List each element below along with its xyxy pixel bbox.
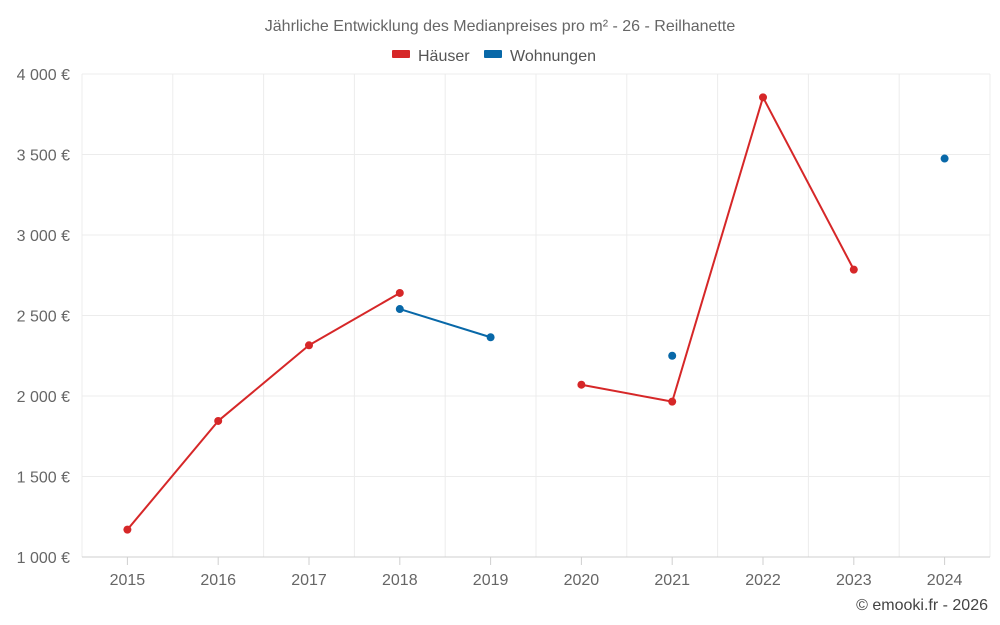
legend-label: Wohnungen bbox=[510, 48, 596, 65]
x-tick-label: 2024 bbox=[927, 572, 963, 589]
x-tick-label: 2021 bbox=[654, 572, 690, 589]
x-tick-label: 2019 bbox=[473, 572, 509, 589]
series-line-segment bbox=[217, 344, 310, 422]
legend-item[interactable]: Wohnungen bbox=[484, 48, 596, 65]
data-point[interactable] bbox=[305, 341, 313, 350]
legend-swatch bbox=[484, 50, 502, 58]
y-tick-label: 2 000 € bbox=[17, 389, 70, 406]
y-tick-label: 1 000 € bbox=[17, 550, 70, 567]
x-tick-label: 2018 bbox=[382, 572, 418, 589]
series-line-segment bbox=[126, 420, 219, 531]
data-point[interactable] bbox=[486, 333, 495, 342]
data-point[interactable] bbox=[123, 525, 132, 534]
y-tick-label: 2 500 € bbox=[17, 309, 70, 326]
series-line-segment bbox=[671, 97, 764, 402]
x-tick-label: 2016 bbox=[200, 572, 236, 589]
chart-title: Jährliche Entwicklung des Medianpreises … bbox=[265, 18, 736, 35]
credit-text: © emooki.fr - 2026 bbox=[856, 597, 988, 614]
data-point[interactable] bbox=[668, 351, 677, 360]
data-point[interactable] bbox=[849, 265, 858, 274]
series-line-segment bbox=[399, 308, 491, 339]
data-point[interactable] bbox=[577, 380, 586, 389]
y-tick-label: 3 000 € bbox=[17, 228, 70, 245]
x-tick-label: 2023 bbox=[836, 572, 872, 589]
x-tick-label: 2022 bbox=[745, 572, 781, 589]
series-layer bbox=[123, 93, 949, 534]
series-line-segment bbox=[308, 292, 401, 347]
series-wohnungen bbox=[395, 154, 949, 360]
data-point[interactable] bbox=[395, 288, 404, 297]
legend-swatch bbox=[392, 50, 410, 58]
x-tick-label: 2020 bbox=[564, 572, 600, 589]
series-line-segment bbox=[762, 96, 855, 271]
data-point[interactable] bbox=[395, 305, 404, 314]
data-point[interactable] bbox=[668, 397, 677, 406]
data-point[interactable] bbox=[759, 93, 767, 102]
series-haeuser bbox=[123, 93, 858, 534]
data-point[interactable] bbox=[214, 416, 223, 425]
x-axis-ticks: 2015 2016 2017 2018 2019 2020 2021 2022 2023 2024 bbox=[110, 572, 963, 589]
legend-label: Häuser bbox=[418, 48, 470, 65]
grid bbox=[81, 73, 991, 557]
series-line-segment bbox=[581, 383, 673, 403]
y-tick-label: 4 000 € bbox=[17, 67, 70, 84]
axes bbox=[82, 556, 990, 565]
x-tick-label: 2017 bbox=[291, 572, 327, 589]
legend-item[interactable]: Häuser bbox=[392, 48, 470, 65]
legend[interactable]: Häuser Wohnungen bbox=[392, 48, 596, 65]
y-tick-label: 3 500 € bbox=[17, 148, 70, 165]
x-tick-label: 2015 bbox=[110, 572, 146, 589]
y-tick-label: 1 500 € bbox=[17, 470, 70, 487]
y-axis-ticks: 1 000 € 1 500 € 2 000 € 2 500 € 3 000 € 3 500… bbox=[17, 67, 70, 567]
data-point[interactable] bbox=[940, 154, 949, 163]
